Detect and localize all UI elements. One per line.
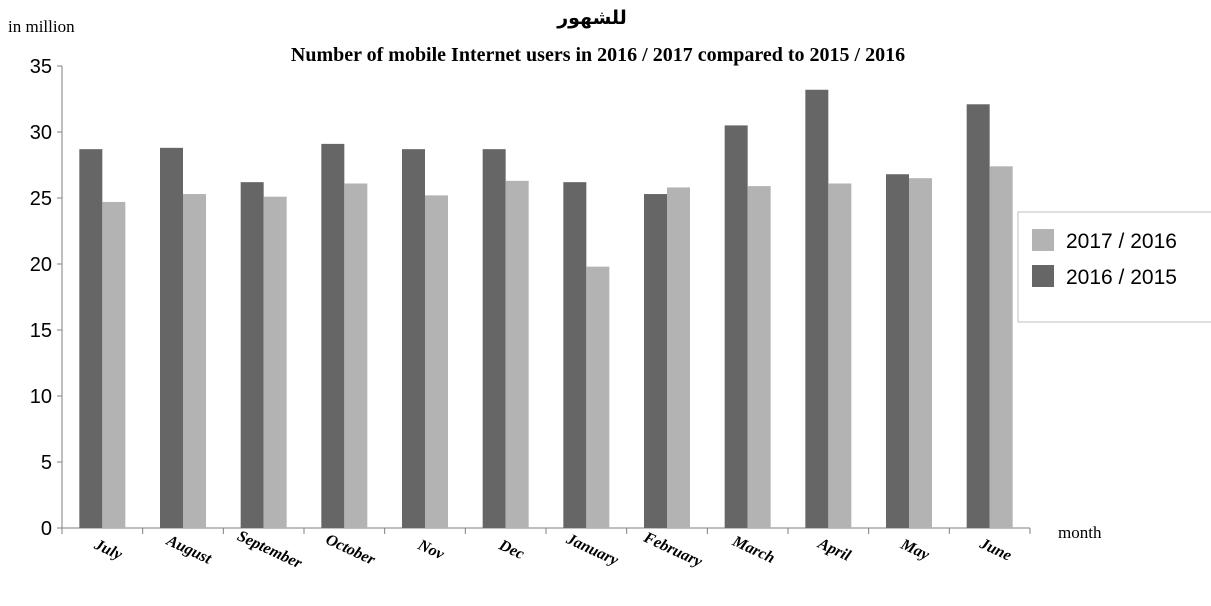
y-tick-label: 15 (30, 320, 52, 342)
legend-label: 2017 / 2016 (1066, 230, 1177, 253)
y-tick-label: 30 (30, 122, 52, 144)
legend: 2017 / 2016 2016 / 2015 (1017, 211, 1211, 323)
y-tick-label: 25 (30, 188, 52, 210)
bar (505, 180, 529, 528)
x-tick-label: January (563, 530, 622, 570)
bar (563, 182, 587, 528)
x-tick-label: June (976, 535, 1014, 565)
legend-swatch (1032, 229, 1054, 251)
bar (886, 174, 909, 529)
bar (482, 149, 506, 528)
bar (828, 183, 852, 529)
bar (263, 196, 287, 528)
y-tick-label: 35 (30, 56, 52, 78)
x-tick-label: October (323, 531, 378, 569)
bar (989, 166, 1013, 528)
bar (425, 195, 448, 529)
bar (321, 143, 345, 528)
x-tick-label: February (640, 529, 705, 572)
bar (747, 186, 771, 528)
bar (724, 125, 748, 529)
bar (102, 201, 126, 528)
x-tick-label: March (729, 532, 777, 567)
bar (240, 182, 264, 528)
bar (402, 149, 425, 528)
chart-title: Number of mobile Internet users in 2016 … (291, 44, 905, 66)
x-tick-label: April (814, 535, 853, 565)
legend-swatch (1032, 265, 1054, 287)
legend-label: 2016 / 2015 (1066, 266, 1177, 289)
bar (966, 104, 990, 528)
x-tick-label: August (163, 532, 214, 568)
bar (183, 194, 206, 529)
y-tick-label: 20 (30, 254, 52, 276)
y-tick-label: 5 (41, 452, 52, 474)
x-tick-label: Nov (414, 536, 447, 563)
x-tick-label: July (91, 536, 126, 564)
x-axis-label: month (1058, 523, 1102, 542)
bar (344, 183, 368, 529)
arabic-title: للشهور (556, 8, 627, 29)
bar (586, 266, 610, 528)
x-tick-label: September (235, 528, 306, 573)
bar (667, 187, 690, 528)
x-tick-label: May (897, 536, 932, 565)
bar (160, 147, 183, 528)
bar (644, 194, 667, 529)
y-tick-label: 10 (30, 386, 52, 408)
bar (79, 149, 103, 528)
x-tick-label: Dec (495, 536, 526, 563)
y-axis-unit-label: in million (8, 17, 75, 36)
bar (805, 89, 829, 528)
bar (909, 178, 932, 528)
y-tick-label: 0 (41, 518, 52, 540)
